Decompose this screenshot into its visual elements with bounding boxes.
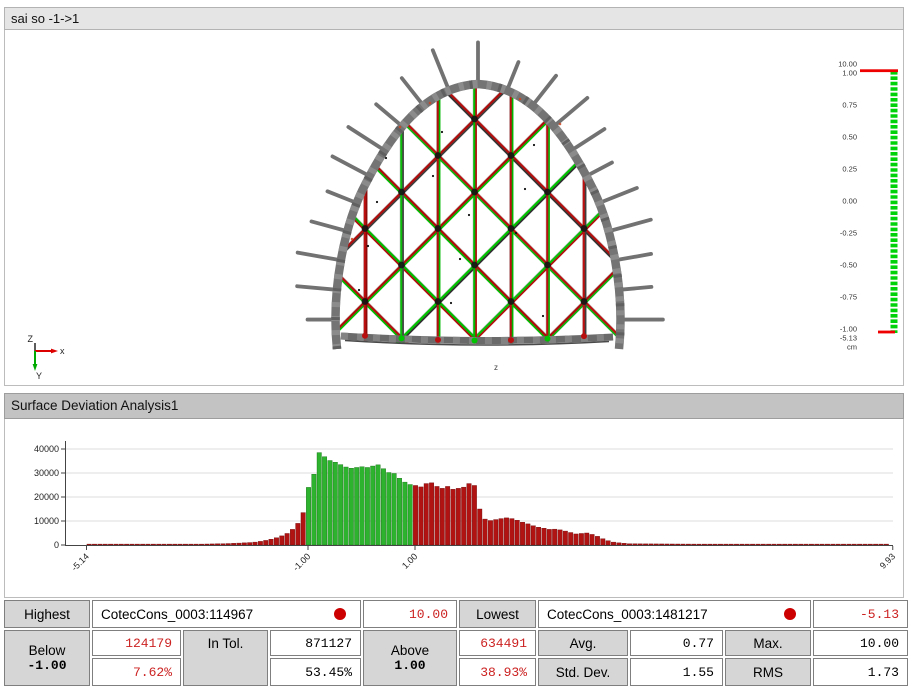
intol-count: 871127 xyxy=(270,630,361,656)
above-percent: 38.93% xyxy=(459,658,536,686)
below-threshold: -1.00 xyxy=(27,658,67,673)
intol-percent: 53.45% xyxy=(270,658,361,686)
lowest-point-marker-icon xyxy=(784,608,796,620)
lowest-point-name: CotecCons_0003:1481217 xyxy=(547,606,708,622)
svg-text:-0.50: -0.50 xyxy=(840,261,857,270)
svg-text:0.75: 0.75 xyxy=(842,101,857,110)
rms-label: RMS xyxy=(725,658,811,686)
svg-text:10.00: 10.00 xyxy=(838,60,857,69)
svg-text:-5.13: -5.13 xyxy=(840,334,857,343)
histogram-title-bar: Surface Deviation Analysis1 xyxy=(4,393,904,419)
model-canvas: z Zx Y 10.001.00 0.75 0.50 0.25 0.00 -0.25 -0.50 -… xyxy=(28,40,898,381)
svg-text:1.00: 1.00 xyxy=(400,551,419,570)
svg-text:0.50: 0.50 xyxy=(842,133,857,142)
svg-text:-1.00: -1.00 xyxy=(840,325,857,334)
svg-text:20000: 20000 xyxy=(34,492,59,502)
stddev-value: 1.55 xyxy=(630,658,723,686)
svg-text:1.00: 1.00 xyxy=(842,69,857,78)
above-label-cell: Above 1.00 xyxy=(363,630,457,686)
svg-text:-1.00: -1.00 xyxy=(291,551,313,573)
highest-label: Highest xyxy=(4,600,90,628)
lowest-label: Lowest xyxy=(459,600,536,628)
highest-value: 10.00 xyxy=(363,600,457,628)
svg-text:0.25: 0.25 xyxy=(842,165,857,174)
svg-text:0: 0 xyxy=(54,540,59,550)
avg-value: 0.77 xyxy=(630,630,723,656)
svg-text:40000: 40000 xyxy=(34,444,59,454)
intol-label: In Tol. xyxy=(183,630,268,686)
above-label: Above xyxy=(390,643,430,658)
below-label: Below xyxy=(28,643,66,658)
svg-text:-5.14: -5.14 xyxy=(69,551,91,573)
viewport-title-bar: sai so -1->1 xyxy=(4,7,904,30)
svg-text:0.00: 0.00 xyxy=(842,197,857,206)
svg-text:z: z xyxy=(494,363,498,372)
highest-point-cell: CotecCons_0003:114967 xyxy=(92,600,361,628)
avg-label: Avg. xyxy=(538,630,628,656)
above-count: 634491 xyxy=(459,630,536,656)
histogram-title: Surface Deviation Analysis1 xyxy=(11,398,179,413)
histogram-canvas: 0 10000 20000 30000 40000 -5.14 -1.00 1.00 9.93 xyxy=(34,441,897,573)
above-threshold: 1.00 xyxy=(394,658,426,673)
lowest-value: -5.13 xyxy=(813,600,908,628)
svg-text:cm: cm xyxy=(847,343,857,352)
rms-value: 1.73 xyxy=(813,658,908,686)
svg-text:Y: Y xyxy=(36,371,42,381)
max-value: 10.00 xyxy=(813,630,908,656)
svg-text:Z: Z xyxy=(28,334,34,344)
below-percent: 7.62% xyxy=(92,658,181,686)
svg-text:-0.75: -0.75 xyxy=(840,293,857,302)
viewport-title: sai so -1->1 xyxy=(11,11,80,26)
svg-text:10000: 10000 xyxy=(34,516,59,526)
histogram-panel[interactable]: 0 10000 20000 30000 40000 -5.14 -1.00 1.00 9.93 xyxy=(4,419,904,598)
statistics-table: Highest CotecCons_0003:114967 10.00 Lowe… xyxy=(4,600,908,686)
lowest-point-cell: CotecCons_0003:1481217 xyxy=(538,600,811,628)
below-count: 124179 xyxy=(92,630,181,656)
svg-text:30000: 30000 xyxy=(34,468,59,478)
highest-point-name: CotecCons_0003:114967 xyxy=(101,606,254,622)
svg-text:-0.25: -0.25 xyxy=(840,229,857,238)
svg-text:9.93: 9.93 xyxy=(878,551,897,570)
below-label-cell: Below -1.00 xyxy=(4,630,90,686)
stddev-label: Std. Dev. xyxy=(538,658,628,686)
highest-point-marker-icon xyxy=(334,608,346,620)
max-label: Max. xyxy=(725,630,811,656)
svg-text:x: x xyxy=(60,346,65,356)
